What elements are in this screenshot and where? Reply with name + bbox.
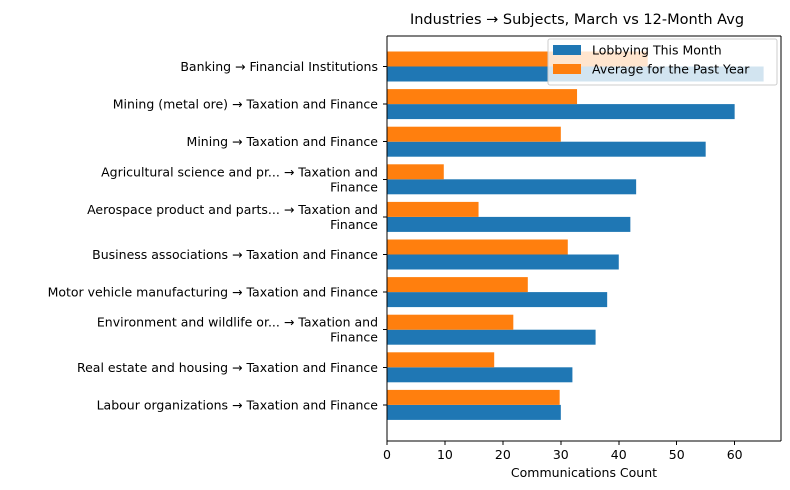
plot-area: 0 10 20 30 40 50 60 Banking → Financial Institu… xyxy=(48,35,782,462)
bar-past-year-avg-5 xyxy=(387,239,568,255)
y-tick-label-line: Real estate and housing → Taxation and F… xyxy=(77,360,378,375)
x-tick-label: 0 xyxy=(383,447,391,462)
bar-past-year-avg-6 xyxy=(387,277,528,293)
x-tick-label: 50 xyxy=(669,447,685,462)
y-tick-label-line: Mining → Taxation and Finance xyxy=(187,134,379,149)
y-tick-label-line: Finance xyxy=(330,330,378,345)
y-tick-label: Agricultural science and pr... → Taxatio… xyxy=(101,164,378,194)
y-tick-label: Labour organizations → Taxation and Fina… xyxy=(97,397,379,412)
bar-past-year-avg-4 xyxy=(387,201,479,217)
x-tick-label: 30 xyxy=(553,447,569,462)
bar-this-month-9 xyxy=(387,404,561,420)
bar-past-year-avg-9 xyxy=(387,389,560,405)
y-tick-label: Motor vehicle manufacturing → Taxation a… xyxy=(48,285,379,300)
x-tick-label: 40 xyxy=(611,447,627,462)
y-tick-label-line: Banking → Financial Institutions xyxy=(180,59,378,74)
x-tick-label: 10 xyxy=(437,447,453,462)
y-tick-label-line: Labour organizations → Taxation and Fina… xyxy=(97,397,379,412)
y-tick-label-line: Agricultural science and pr... → Taxatio… xyxy=(101,164,378,179)
legend-label-0: Lobbying This Month xyxy=(592,43,722,58)
bar-this-month-3 xyxy=(387,179,637,195)
y-tick-label-line: Business associations → Taxation and Fin… xyxy=(92,247,378,262)
bar-this-month-5 xyxy=(387,254,619,270)
bar-past-year-avg-1 xyxy=(387,89,578,105)
y-tick-label: Aerospace product and parts... → Taxatio… xyxy=(87,202,378,232)
y-tick-label-line: Finance xyxy=(330,179,378,194)
bar-this-month-8 xyxy=(387,367,573,383)
y-tick-label: Environment and wildlife or... → Taxatio… xyxy=(97,315,378,345)
y-tick-label-line: Finance xyxy=(330,217,378,232)
y-tick-label: Mining (metal ore) → Taxation and Financ… xyxy=(113,97,379,112)
x-tick-label: 60 xyxy=(727,447,743,462)
y-tick-label: Business associations → Taxation and Fin… xyxy=(92,247,378,262)
bar-past-year-avg-2 xyxy=(387,126,561,142)
bar-past-year-avg-7 xyxy=(387,314,514,330)
bar-past-year-avg-3 xyxy=(387,164,444,180)
legend-box xyxy=(547,38,778,86)
bar-this-month-1 xyxy=(387,104,735,120)
y-tick-label: Real estate and housing → Taxation and F… xyxy=(77,360,378,375)
bar-this-month-2 xyxy=(387,141,706,157)
bar-this-month-7 xyxy=(387,329,596,345)
y-tick-label: Banking → Financial Institutions xyxy=(180,59,378,74)
legend-label-1: Average for the Past Year xyxy=(592,62,750,77)
bar-past-year-avg-8 xyxy=(387,352,495,368)
y-tick-label-line: Mining (metal ore) → Taxation and Financ… xyxy=(113,97,379,112)
y-tick-label-line: Aerospace product and parts... → Taxatio… xyxy=(87,202,378,217)
y-tick-label: Mining → Taxation and Finance xyxy=(187,134,379,149)
x-tick-label: 20 xyxy=(495,447,511,462)
y-tick-label-line: Environment and wildlife or... → Taxatio… xyxy=(97,315,378,330)
legend-swatch-0 xyxy=(553,45,581,55)
y-tick-label-line: Motor vehicle manufacturing → Taxation a… xyxy=(48,285,379,300)
x-axis-label: Communications Count xyxy=(511,465,657,480)
bar-this-month-4 xyxy=(387,216,631,232)
chart-title: Industries → Subjects, March vs 12-Month… xyxy=(410,12,744,28)
bar-this-month-6 xyxy=(387,292,608,308)
legend-swatch-1 xyxy=(553,64,581,74)
